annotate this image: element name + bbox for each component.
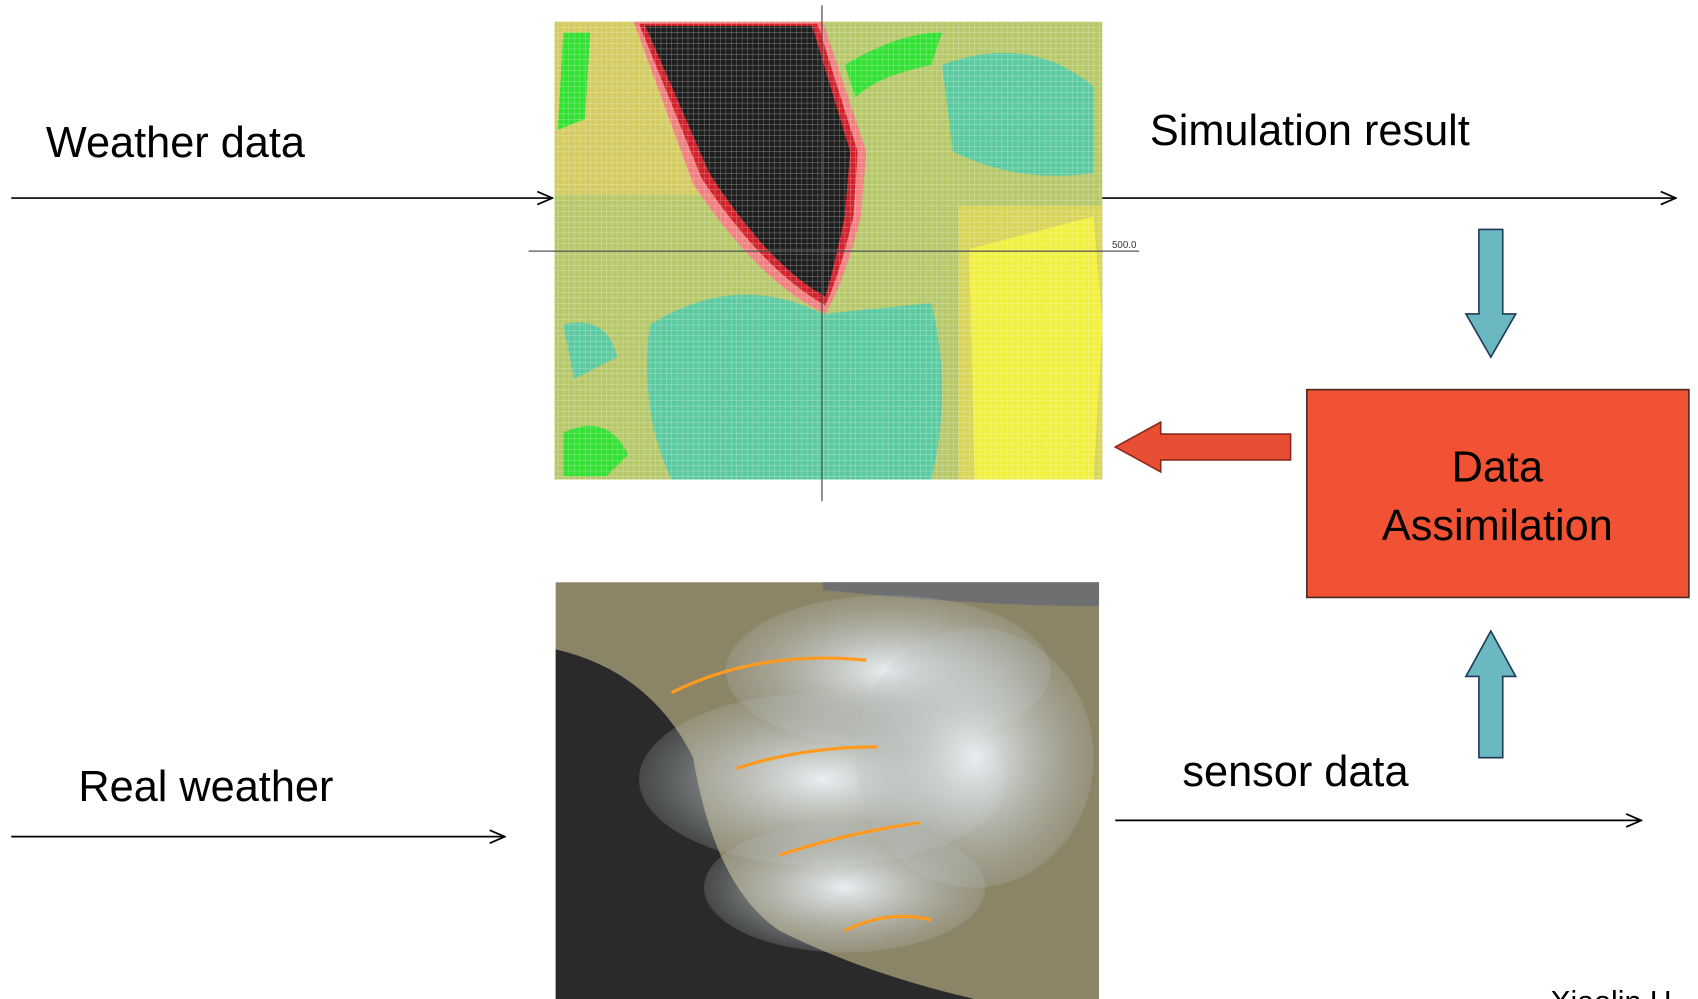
block-arrow-up <box>1466 631 1516 758</box>
output-label: Simulation result <box>1150 107 1470 155</box>
axis-label: 500.0 <box>1112 240 1137 251</box>
process-label: Data <box>1452 444 1544 492</box>
diagram: 500.0 Weather data Simulation result Rea… <box>0 0 1698 999</box>
input-label: Weather data <box>46 119 306 167</box>
credit: Xiaolin H <box>1550 986 1671 999</box>
block-arrow-left <box>1115 422 1290 472</box>
input-label: Real weather <box>78 763 333 811</box>
block-arrow-down <box>1466 229 1516 357</box>
process-box <box>1307 390 1689 598</box>
page: {"simulation": {"input_label": "Weather … <box>0 0 1698 999</box>
output-label: sensor data <box>1182 748 1409 796</box>
simulation-image: 500.0 <box>529 5 1139 501</box>
process-label: Assimilation <box>1382 502 1613 550</box>
smoke <box>704 823 985 953</box>
fire-photo <box>556 582 1099 999</box>
